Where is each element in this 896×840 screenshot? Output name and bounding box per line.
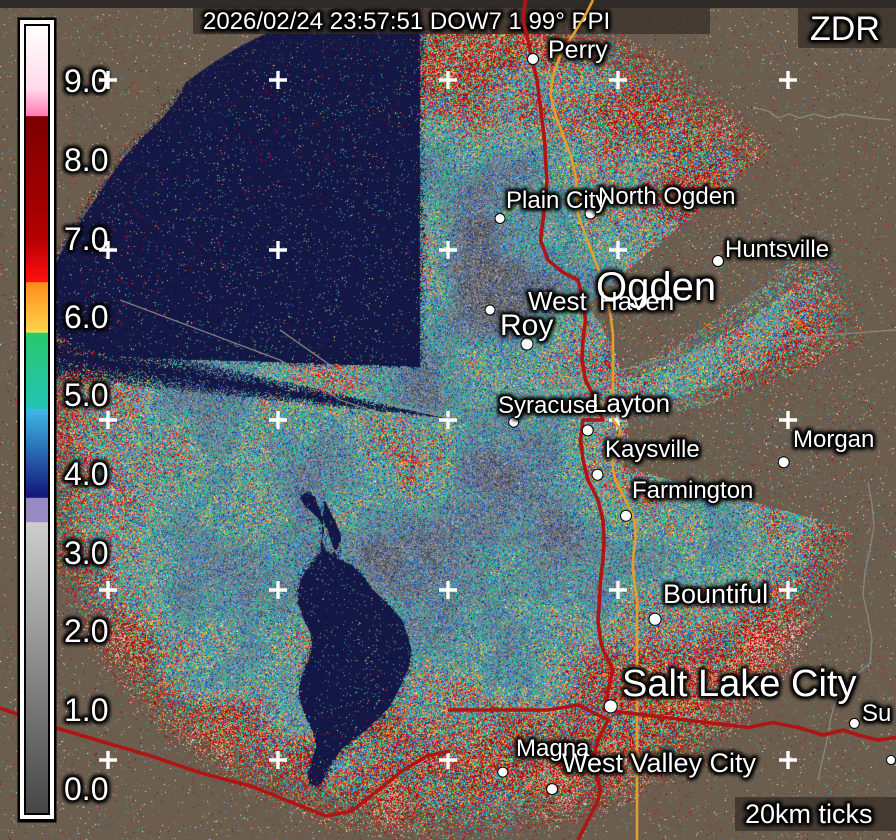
- svg-text:Perry: Perry: [548, 36, 608, 64]
- svg-text:6.0: 6.0: [64, 299, 108, 335]
- svg-text:Morgan: Morgan: [793, 426, 874, 453]
- svg-text:20km ticks: 20km ticks: [745, 799, 873, 829]
- svg-text:Kaysville: Kaysville: [605, 436, 700, 463]
- svg-text:2.0: 2.0: [64, 613, 108, 649]
- svg-text:Su: Su: [862, 700, 891, 727]
- svg-text:2026/02/24 23:57:51 DOW7 1.99°: 2026/02/24 23:57:51 DOW7 1.99° PPI: [203, 8, 610, 35]
- svg-text:Plain City: Plain City: [506, 187, 607, 214]
- svg-text:Syracuse: Syracuse: [498, 392, 598, 419]
- svg-text:Haven: Haven: [599, 286, 674, 316]
- svg-text:8.0: 8.0: [64, 142, 108, 178]
- svg-text:ZDR: ZDR: [810, 10, 880, 48]
- svg-text:0.0: 0.0: [64, 771, 108, 807]
- svg-text:Bountiful: Bountiful: [663, 579, 768, 609]
- svg-text:3.0: 3.0: [64, 535, 108, 571]
- svg-text:Salt Lake City: Salt Lake City: [622, 663, 856, 705]
- svg-text:5.0: 5.0: [64, 377, 108, 413]
- svg-text:Roy: Roy: [500, 309, 553, 342]
- svg-text:North Ogden: North Ogden: [598, 183, 735, 210]
- svg-text:1.0: 1.0: [64, 692, 108, 728]
- svg-text:Farmington: Farmington: [632, 477, 753, 504]
- svg-text:West Valley City: West Valley City: [562, 748, 757, 778]
- svg-text:Layton: Layton: [592, 388, 670, 418]
- svg-text:Huntsville: Huntsville: [725, 236, 829, 263]
- svg-text:4.0: 4.0: [64, 456, 108, 492]
